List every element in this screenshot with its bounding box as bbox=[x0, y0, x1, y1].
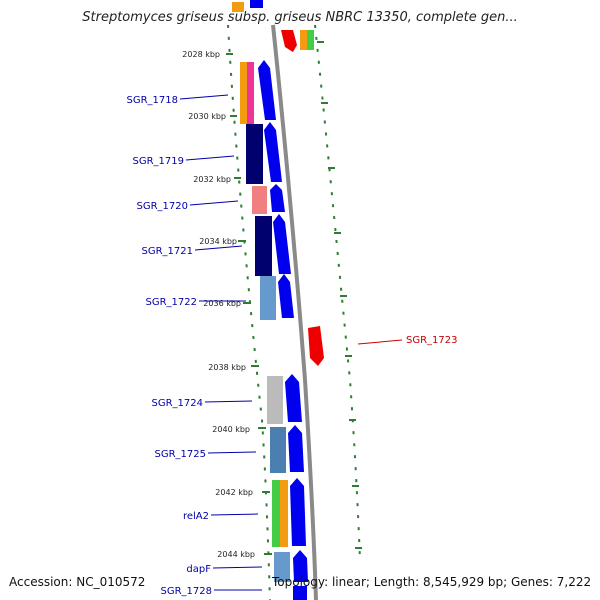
feature-block-steel-dark[interactable] bbox=[270, 427, 286, 473]
feature-block-orange[interactable] bbox=[240, 62, 248, 124]
gene-arrow-rela2[interactable] bbox=[290, 478, 306, 546]
feature-block-green[interactable] bbox=[307, 30, 314, 50]
gene-arrow-sgr-1723[interactable] bbox=[308, 326, 324, 366]
gene-arrow-sgr-1720[interactable] bbox=[270, 184, 285, 212]
feature-block-gray[interactable] bbox=[267, 376, 283, 424]
tick-label: 2030 kbp bbox=[188, 112, 226, 121]
feature-block-steel[interactable] bbox=[274, 552, 290, 582]
feature-block-blue[interactable] bbox=[293, 586, 307, 600]
gene-arrow-sgr-1718[interactable] bbox=[258, 60, 276, 120]
feature-block-orange[interactable] bbox=[280, 480, 288, 547]
gene-arrow-sgr-1722[interactable] bbox=[278, 274, 294, 318]
gene-arrow-sgr-1725[interactable] bbox=[288, 425, 304, 472]
feature-block-navy[interactable] bbox=[246, 124, 263, 184]
gene-arrow-dapf[interactable] bbox=[293, 550, 308, 582]
gene-label-sgr-1725[interactable]: SGR_1725 bbox=[155, 449, 207, 460]
gene-labels: SGR_1718 SGR_1719 SGR_1720 SGR_1721 SGR_… bbox=[127, 95, 458, 597]
gene-arrow-sgr-1719[interactable] bbox=[264, 122, 282, 182]
reverse-cds-arrow[interactable] bbox=[281, 30, 297, 52]
accession-text: Accession: NC_010572 bbox=[9, 575, 146, 589]
gene-label-dapf[interactable]: dapF bbox=[186, 564, 211, 575]
tick-label: 2042 kbp bbox=[215, 488, 253, 497]
gene-label-sgr-1718[interactable]: SGR_1718 bbox=[127, 95, 179, 106]
feature-block-steel[interactable] bbox=[260, 276, 276, 320]
feature-block-green[interactable] bbox=[272, 480, 280, 547]
gene-label-rela2[interactable]: relA2 bbox=[183, 511, 209, 522]
backbone-line bbox=[271, 24, 318, 600]
gene-label-sgr-1719[interactable]: SGR_1719 bbox=[133, 156, 185, 167]
gene-label-sgr-1724[interactable]: SGR_1724 bbox=[152, 398, 204, 409]
feature-block-pink[interactable] bbox=[247, 62, 254, 124]
left-tick-marks bbox=[226, 53, 272, 555]
tick-label: 2038 kbp bbox=[208, 363, 246, 372]
feature-block-salmon[interactable] bbox=[252, 186, 267, 214]
tick-labels: 2028 kbp 2030 kbp 2032 kbp 2034 kbp 2036… bbox=[182, 50, 255, 559]
ruler-dots-right bbox=[314, 24, 361, 561]
gene-arrow-sgr-1721[interactable] bbox=[273, 214, 291, 274]
tick-label: 2036 kbp bbox=[203, 299, 241, 308]
tick-label: 2040 kbp bbox=[212, 425, 250, 434]
feature-block-blue[interactable] bbox=[250, 0, 263, 8]
label-leader-lines bbox=[179, 94, 403, 591]
gene-label-sgr-1728[interactable]: SGR_1728 bbox=[161, 586, 213, 597]
topology-text: Topology: linear; Length: 8,545,929 bp; … bbox=[272, 575, 592, 589]
gene-label-sgr-1720[interactable]: SGR_1720 bbox=[137, 201, 189, 212]
genome-title: Streptomyces griseus subsp. griseus NBRC… bbox=[82, 10, 518, 25]
tick-label: 2044 kbp bbox=[217, 550, 255, 559]
feature-block-orange[interactable] bbox=[232, 2, 244, 12]
feature-block-orange[interactable] bbox=[300, 30, 307, 50]
gene-label-sgr-1721[interactable]: SGR_1721 bbox=[142, 246, 194, 257]
tick-label: 2028 kbp bbox=[182, 50, 220, 59]
tick-label: 2034 kbp bbox=[199, 237, 237, 246]
gene-label-sgr-1723[interactable]: SGR_1723 bbox=[406, 335, 458, 346]
gene-arrow-sgr-1724[interactable] bbox=[285, 374, 302, 422]
right-tick-marks bbox=[317, 41, 362, 549]
feature-block-navy[interactable] bbox=[255, 216, 272, 276]
tick-label: 2032 kbp bbox=[193, 175, 231, 184]
ruler-dots-left bbox=[227, 24, 271, 600]
gene-label-sgr-1722[interactable]: SGR_1722 bbox=[146, 297, 198, 308]
